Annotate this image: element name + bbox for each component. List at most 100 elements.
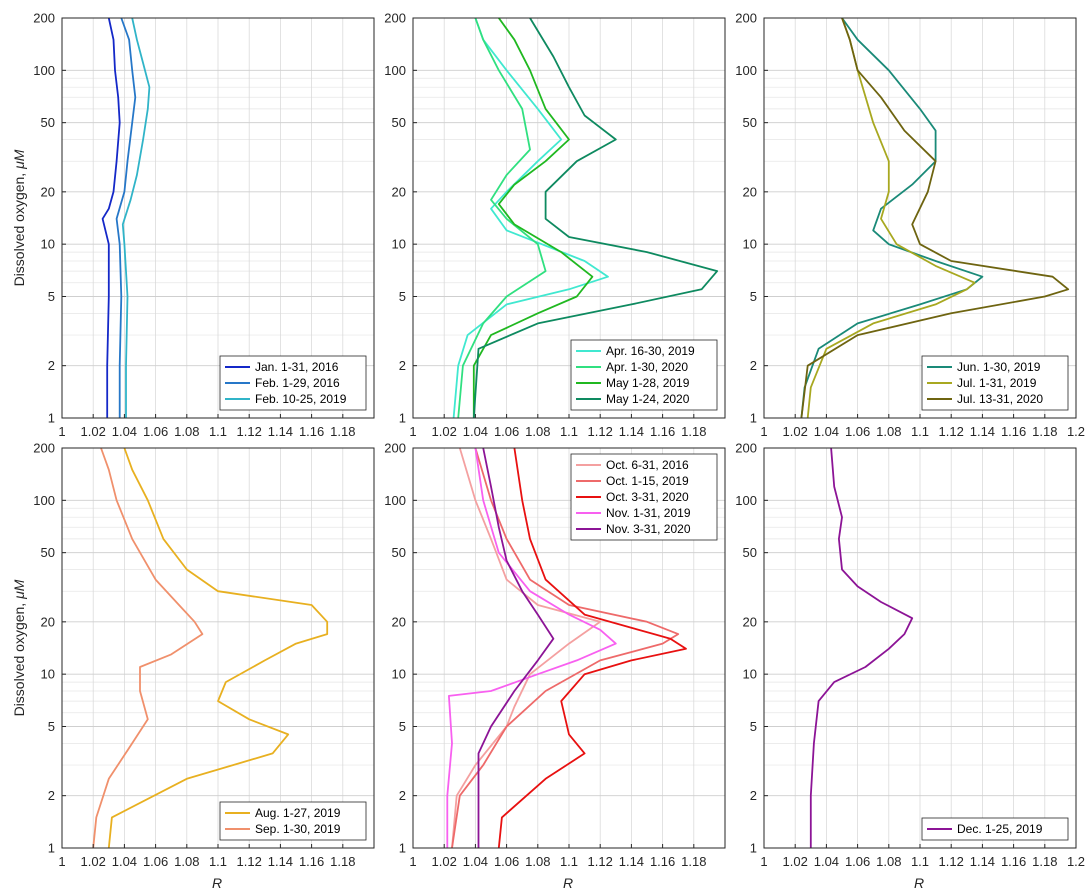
y-tick-label: 20 xyxy=(392,614,406,629)
x-tick-label: 1.12 xyxy=(939,424,964,439)
y-tick-label: 100 xyxy=(33,63,55,78)
x-tick-label: 1.16 xyxy=(299,424,324,439)
x-tick-label: 1.14 xyxy=(619,424,644,439)
y-tick-label: 100 xyxy=(384,493,406,508)
x-tick-label: 1.08 xyxy=(525,854,550,869)
legend: Jan. 1-31, 2016 Feb. 1-29, 2016 Feb. 10-25… xyxy=(219,355,367,411)
legend-entry: May 1-24, 2020 xyxy=(606,392,690,406)
grid xyxy=(61,447,374,849)
x-tick-label: 1.18 xyxy=(1032,424,1057,439)
x-tick-label: 1.1 xyxy=(560,854,578,869)
series-line-c-2 xyxy=(806,17,976,419)
x-tick-label: 1 xyxy=(58,854,65,869)
legend-entry: Feb. 1-29, 2016 xyxy=(255,376,340,390)
y-tick-label: 1 xyxy=(399,841,406,856)
x-tick-label: 1.1 xyxy=(209,854,227,869)
x-tick-label: 1.18 xyxy=(1032,854,1057,869)
series-line-d-1 xyxy=(107,447,329,849)
xlabel-right: R xyxy=(914,875,924,891)
x-tick-label: 1.08 xyxy=(876,424,901,439)
y-tick-label: 2 xyxy=(48,788,55,803)
x-tick-label: 1.06 xyxy=(143,424,168,439)
x-tick-label: 1.08 xyxy=(174,854,199,869)
y-tick-label: 20 xyxy=(743,614,757,629)
x-tick-label: 1.02 xyxy=(783,424,808,439)
x-tick-label: 1.14 xyxy=(970,854,995,869)
legend: Dec. 1-25, 2019 xyxy=(921,817,1069,841)
y-tick-label: 5 xyxy=(48,289,55,304)
y-tick-label: 50 xyxy=(41,545,55,560)
x-tick-label: 1.08 xyxy=(876,854,901,869)
grid xyxy=(763,447,1077,849)
x-tick-label: 1.04 xyxy=(463,424,488,439)
y-tick-label: 50 xyxy=(743,115,757,130)
y-tick-label: 100 xyxy=(735,63,757,78)
legend-entry: May 1-28, 2019 xyxy=(606,376,690,390)
legend-entry: Feb. 10-25, 2019 xyxy=(255,392,347,406)
y-tick-label: 1 xyxy=(750,841,757,856)
x-tick-label: 1.02 xyxy=(783,854,808,869)
x-tick-label: 1.04 xyxy=(112,854,137,869)
x-tick-label: 1.1 xyxy=(911,854,929,869)
x-tick-label: 1.06 xyxy=(845,854,870,869)
x-tick-label: 1.18 xyxy=(330,854,355,869)
series-line-a-1 xyxy=(101,17,121,418)
x-tick-label: 1.12 xyxy=(237,854,262,869)
x-tick-label: 1.18 xyxy=(681,424,706,439)
y-tick-label: 1 xyxy=(48,841,55,856)
x-tick-label: 1.14 xyxy=(268,854,293,869)
ylabel-bottom: Dissolved oxygen, μM xyxy=(11,579,27,716)
y-tick-label: 200 xyxy=(735,11,757,26)
y-tick-label: 50 xyxy=(392,115,406,130)
y-tick-label: 1 xyxy=(750,411,757,426)
xlabel-left: R xyxy=(212,875,222,891)
y-tick-label: 2 xyxy=(399,358,406,373)
y-tick-label: 5 xyxy=(48,719,55,734)
y-tick-label: 100 xyxy=(33,493,55,508)
y-tick-label: 10 xyxy=(743,237,757,252)
legend: Oct. 6-31, 2016 Oct. 1-15, 2019 Oct. 3-31,… xyxy=(570,453,718,541)
x-tick-label: 1.12 xyxy=(237,424,262,439)
series-line-a-2 xyxy=(115,17,137,418)
x-tick-label: 1 xyxy=(760,424,767,439)
series-line-e-1 xyxy=(451,447,602,849)
series-line-b-2 xyxy=(457,17,547,419)
y-tick-label: 5 xyxy=(399,719,406,734)
legend-entry: Oct. 1-15, 2019 xyxy=(606,474,689,488)
y-tick-label: 10 xyxy=(392,237,406,252)
legend-entry: Sep. 1-30, 2019 xyxy=(255,822,341,836)
series-line-e-4 xyxy=(446,447,617,848)
panel-a: 1 1.02 1.04 1.06 1.08 1.1 1.12 1.14 1.16 1.18 1 2 5 1… xyxy=(33,11,375,439)
y-tick-label: 20 xyxy=(392,184,406,199)
y-tick-label: 50 xyxy=(743,545,757,560)
legend-entry: Jul. 1-31, 2019 xyxy=(957,376,1037,390)
x-tick-label: 1.02 xyxy=(432,854,457,869)
y-tick-label: 200 xyxy=(384,441,406,456)
y-tick-label: 50 xyxy=(392,545,406,560)
x-tick-label: 1.08 xyxy=(174,424,199,439)
y-tick-label: 20 xyxy=(41,614,55,629)
legend-entry: Jun. 1-30, 2019 xyxy=(957,360,1041,374)
panel-b: 1 1.02 1.04 1.06 1.08 1.1 1.12 1.14 1.16 1.18 1 2 5 1… xyxy=(384,11,726,439)
series-line-b-3 xyxy=(472,17,594,418)
x-tick-label: 1.2 xyxy=(1067,424,1085,439)
x-tick-label: 1.06 xyxy=(143,854,168,869)
legend-entry: Dec. 1-25, 2019 xyxy=(957,822,1043,836)
x-tick-label: 1.12 xyxy=(588,854,613,869)
x-tick-label: 1.16 xyxy=(1001,854,1026,869)
x-tick-label: 1.06 xyxy=(494,424,519,439)
legend-box xyxy=(921,817,1069,841)
y-tick-label: 10 xyxy=(41,237,55,252)
series-line-c-3 xyxy=(800,17,1070,419)
y-tick-label: 5 xyxy=(750,719,757,734)
x-tick-label: 1.16 xyxy=(650,424,675,439)
x-tick-label: 1.18 xyxy=(681,854,706,869)
y-tick-label: 100 xyxy=(384,63,406,78)
x-tick-label: 1.06 xyxy=(845,424,870,439)
x-tick-label: 1.12 xyxy=(939,854,964,869)
y-tick-label: 20 xyxy=(743,184,757,199)
y-tick-label: 200 xyxy=(384,11,406,26)
x-tick-label: 1.18 xyxy=(330,424,355,439)
y-tick-label: 2 xyxy=(750,788,757,803)
